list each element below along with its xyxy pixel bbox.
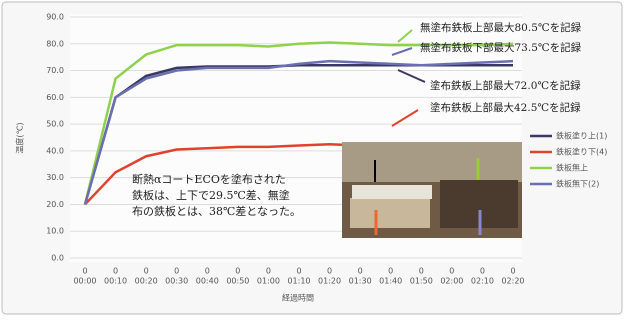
x-tick-label: 0 <box>327 267 332 276</box>
x-tick-label: 00:50 <box>226 277 249 286</box>
x-tick-label: 0 <box>174 267 179 276</box>
y-tick-label: 20.0 <box>46 200 64 209</box>
x-tick-label: 01:20 <box>318 277 341 286</box>
x-tick-label: 01:40 <box>379 277 402 286</box>
x-tick-label: 0 <box>113 267 118 276</box>
x-tick-label: 00:00 <box>73 277 96 286</box>
annotation: 無塗布鉄板上部最大80.5℃を記録 <box>420 21 582 34</box>
x-tick-label: 02:00 <box>440 277 463 286</box>
y-tick-label: 40.0 <box>46 146 64 155</box>
x-tick-label: 0 <box>235 267 240 276</box>
y-tick-label: 70.0 <box>46 66 64 75</box>
x-tick-label: 0 <box>358 267 363 276</box>
y-tick-label: 50.0 <box>46 120 64 129</box>
note-line: 布の鉄板とは、38℃差となった。 <box>132 204 301 218</box>
y-tick-label: 90.0 <box>46 13 64 22</box>
legend-label: 鉄板無上 <box>556 163 588 173</box>
x-tick-label: 0 <box>296 267 301 276</box>
x-tick-label: 0 <box>205 267 210 276</box>
y-axis-title: 温度(℃) <box>15 122 25 153</box>
x-tick-label: 0 <box>419 267 424 276</box>
x-tick-label: 01:00 <box>257 277 280 286</box>
photo-inset <box>342 142 522 238</box>
annotation: 塗布鉄板上部最大72.0℃を記録 <box>430 79 581 92</box>
legend-label: 鉄板塗り上(1) <box>556 131 607 141</box>
x-tick-label: 0 <box>480 267 485 276</box>
y-tick-label: 30.0 <box>46 173 64 182</box>
x-tick-label: 0 <box>510 267 515 276</box>
y-tick-label: 10.0 <box>46 227 64 236</box>
y-tick-label: 0.0 <box>51 254 64 263</box>
x-tick-label: 0 <box>449 267 454 276</box>
x-tick-label: 0 <box>144 267 149 276</box>
legend-label: 鉄板無下(2) <box>556 179 599 189</box>
x-tick-label: 02:20 <box>501 277 524 286</box>
x-tick-label: 01:50 <box>410 277 433 286</box>
x-tick-label: 00:10 <box>104 277 127 286</box>
x-tick-label: 02:10 <box>471 277 494 286</box>
x-axis-title: 経過時間 <box>282 293 314 303</box>
x-tick-label: 0 <box>82 267 87 276</box>
x-tick-label: 00:40 <box>196 277 219 286</box>
note-line: 断熱αコートECOを塗布された <box>132 172 286 186</box>
annotation: 塗布鉄板上部最大42.5℃を記録 <box>430 101 581 114</box>
x-tick-label: 0 <box>388 267 393 276</box>
x-tick-label: 00:20 <box>135 277 158 286</box>
chart: 温度(℃) 経過時間 無塗布鉄板上部最大80.5℃を記録 無塗布鉄板下部最大73… <box>0 0 626 318</box>
y-tick-label: 80.0 <box>46 39 64 48</box>
x-tick-label: 01:30 <box>349 277 372 286</box>
x-tick-label: 00:30 <box>165 277 188 286</box>
annotation: 無塗布鉄板下部最大73.5℃を記録 <box>420 41 582 54</box>
y-tick-label: 60.0 <box>46 93 64 102</box>
legend-label: 鉄板塗り下(4) <box>556 147 607 157</box>
x-tick-label: 01:10 <box>287 277 310 286</box>
x-tick-label: 0 <box>266 267 271 276</box>
note-line: 鉄板は、上下で29.5℃差、無塗 <box>132 188 290 202</box>
